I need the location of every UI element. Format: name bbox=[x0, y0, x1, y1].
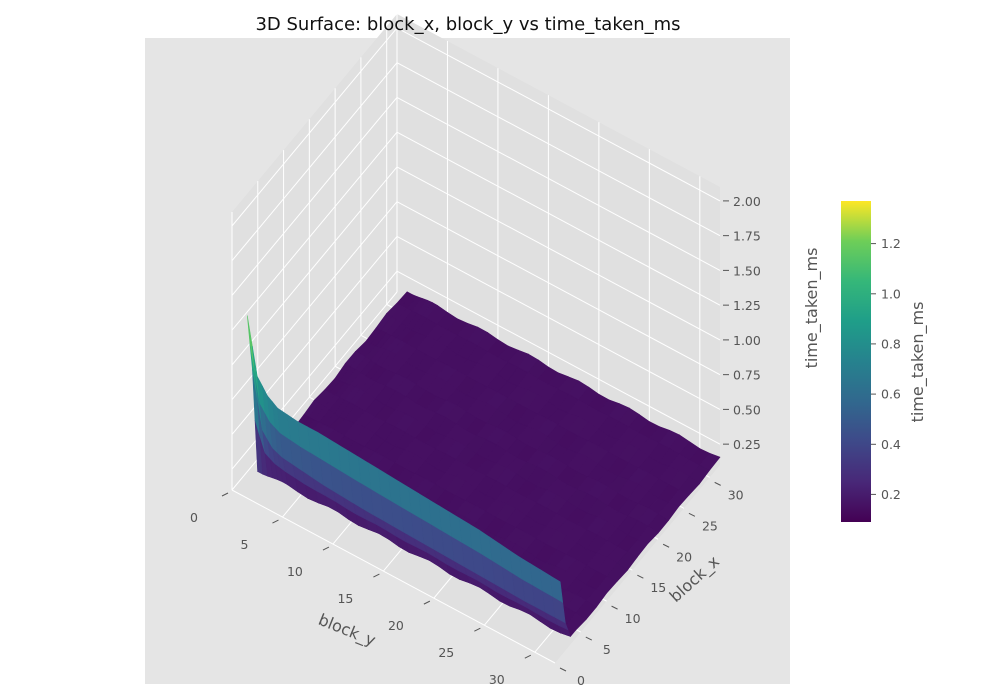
x-tick-mark bbox=[221, 492, 229, 497]
y-tick-label: 0 bbox=[577, 673, 585, 688]
colorbar bbox=[841, 201, 871, 522]
surface-plot bbox=[247, 291, 721, 637]
z-tick-label: 1.50 bbox=[733, 263, 761, 278]
y-tick-label: 25 bbox=[702, 518, 718, 533]
colorbar-tick-label: 1.2 bbox=[881, 236, 901, 251]
colorbar-tick-label: 0.8 bbox=[881, 336, 901, 351]
grid-line bbox=[396, 27, 721, 202]
colorbar-tick-label: 1.0 bbox=[881, 286, 901, 301]
grid-line bbox=[231, 489, 556, 664]
surface-patch bbox=[549, 575, 564, 603]
z-tick-label: 0.25 bbox=[733, 437, 761, 452]
grid-line bbox=[396, 62, 721, 237]
grid-line bbox=[396, 96, 721, 271]
x-tick-label: 30 bbox=[489, 672, 505, 687]
grid-line bbox=[231, 62, 398, 261]
z-tick-label: 2.00 bbox=[733, 194, 761, 209]
y-tick-label: 15 bbox=[650, 580, 666, 595]
x-tick-label: 5 bbox=[241, 537, 249, 552]
x-tick-mark bbox=[423, 600, 431, 605]
x-tick-mark bbox=[373, 573, 380, 578]
grid-line bbox=[396, 270, 721, 445]
colorbar-ticks: 0.2 0.4 0.6 0.8 1.0 1.2 bbox=[871, 236, 901, 502]
x-tick-label: 25 bbox=[438, 645, 454, 660]
x-tick-label: 20 bbox=[388, 618, 404, 633]
z-tick-label: 1.00 bbox=[733, 333, 761, 348]
chart-title: 3D Surface: block_x, block_y vs time_tak… bbox=[255, 14, 680, 35]
x-tick-mark bbox=[474, 627, 481, 632]
grid-line bbox=[396, 166, 721, 341]
axis-ticks: 0 5 10 15 20 25 30 0 5 10 15 20 25 30 0.25 0.50 0.75 1.00… bbox=[190, 194, 761, 688]
x-tick-mark bbox=[322, 546, 330, 551]
z-tick-label: 1.25 bbox=[733, 298, 761, 313]
z-axis-label: time_taken_ms bbox=[802, 248, 822, 369]
y-tick-mark bbox=[611, 605, 618, 610]
grid-line bbox=[396, 131, 721, 306]
y-tick-mark bbox=[688, 512, 696, 517]
grid-line bbox=[231, 201, 398, 400]
grid-line bbox=[231, 27, 398, 227]
grid-line bbox=[396, 201, 721, 376]
y-tick-mark bbox=[637, 574, 644, 579]
y-tick-label: 5 bbox=[603, 642, 611, 657]
grid-line bbox=[396, 235, 721, 410]
x-tick-mark bbox=[272, 519, 279, 524]
y-tick-mark bbox=[662, 543, 670, 548]
grid-line bbox=[231, 97, 398, 296]
colorbar-tick-label: 0.2 bbox=[881, 487, 901, 502]
x-tick-label: 10 bbox=[287, 564, 303, 579]
colorbar-tick-label: 0.4 bbox=[881, 437, 901, 452]
z-tick-label: 1.75 bbox=[733, 229, 761, 244]
x-tick-label: 0 bbox=[190, 510, 198, 525]
y-tick-mark bbox=[585, 636, 593, 641]
y-tick-mark bbox=[559, 667, 567, 672]
x-tick-mark bbox=[524, 654, 532, 659]
back-wall-pane bbox=[397, 14, 720, 465]
z-tick-label: 0.75 bbox=[733, 368, 761, 383]
left-wall-pane bbox=[232, 14, 397, 490]
y-tick-label: 20 bbox=[676, 549, 692, 564]
y-tick-label: 10 bbox=[625, 611, 641, 626]
grid-line bbox=[231, 166, 398, 366]
colorbar-tick-label: 0.6 bbox=[881, 387, 901, 402]
grid-line bbox=[231, 131, 398, 331]
x-tick-label: 15 bbox=[337, 591, 353, 606]
y-tick-mark bbox=[714, 481, 721, 486]
y-tick-label: 30 bbox=[728, 487, 744, 502]
z-tick-label: 0.50 bbox=[733, 402, 761, 417]
colorbar-label: time_taken_ms bbox=[908, 302, 928, 423]
